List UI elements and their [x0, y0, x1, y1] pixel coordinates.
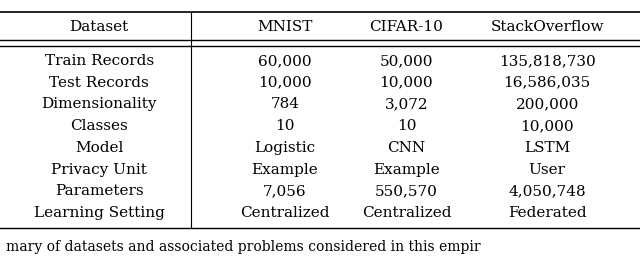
Text: Logistic: Logistic	[254, 141, 316, 155]
Text: 50,000: 50,000	[380, 54, 433, 68]
Text: 10: 10	[397, 119, 416, 133]
Text: Parameters: Parameters	[55, 184, 143, 198]
Text: Test Records: Test Records	[49, 76, 149, 90]
Text: User: User	[529, 163, 566, 177]
Text: Privacy Unit: Privacy Unit	[51, 163, 147, 177]
Text: Centralized: Centralized	[362, 206, 451, 220]
Text: 10: 10	[275, 119, 294, 133]
Text: 10,000: 10,000	[380, 76, 433, 90]
Text: Example: Example	[373, 163, 440, 177]
Text: Classes: Classes	[70, 119, 128, 133]
Text: 16,586,035: 16,586,035	[504, 76, 591, 90]
Text: 10,000: 10,000	[258, 76, 312, 90]
Text: LSTM: LSTM	[524, 141, 570, 155]
Text: mary of datasets and associated problems considered in this empir: mary of datasets and associated problems…	[6, 240, 481, 254]
Text: Train Records: Train Records	[45, 54, 154, 68]
Text: MNIST: MNIST	[257, 20, 312, 34]
Text: 10,000: 10,000	[520, 119, 574, 133]
Text: 135,818,730: 135,818,730	[499, 54, 596, 68]
Text: 550,570: 550,570	[375, 184, 438, 198]
Text: Federated: Federated	[508, 206, 586, 220]
Text: Dimensionality: Dimensionality	[42, 98, 157, 111]
Text: 200,000: 200,000	[515, 98, 579, 111]
Text: Example: Example	[252, 163, 318, 177]
Text: 60,000: 60,000	[258, 54, 312, 68]
Text: CIFAR-10: CIFAR-10	[369, 20, 444, 34]
Text: 3,072: 3,072	[385, 98, 428, 111]
Text: Dataset: Dataset	[70, 20, 129, 34]
Text: 784: 784	[270, 98, 300, 111]
Text: CNN: CNN	[387, 141, 426, 155]
Text: 7,056: 7,056	[263, 184, 307, 198]
Text: Learning Setting: Learning Setting	[34, 206, 164, 220]
Text: StackOverflow: StackOverflow	[490, 20, 604, 34]
Text: Centralized: Centralized	[240, 206, 330, 220]
Text: 4,050,748: 4,050,748	[508, 184, 586, 198]
Text: Model: Model	[75, 141, 124, 155]
